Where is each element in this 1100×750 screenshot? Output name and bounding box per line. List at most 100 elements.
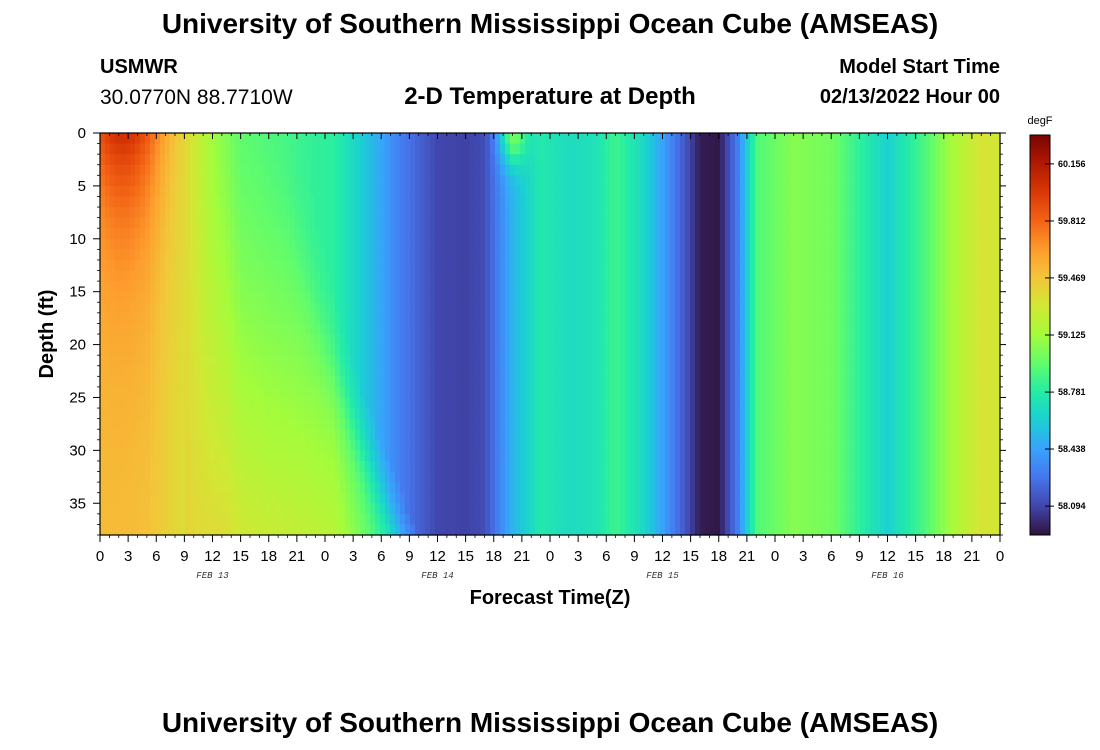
heatmap-cell	[205, 492, 211, 504]
heatmap-cell	[370, 524, 376, 536]
heatmap-cell	[155, 238, 161, 250]
heatmap-cell	[310, 482, 316, 494]
heatmap-cell	[330, 281, 336, 293]
heatmap-cell	[500, 439, 506, 451]
heatmap-cell	[250, 133, 256, 145]
heatmap-cell	[745, 185, 751, 198]
heatmap-cell	[685, 259, 691, 272]
heatmap-cell	[350, 196, 356, 208]
heatmap-cell	[620, 408, 626, 420]
heatmap-cell	[335, 207, 341, 219]
heatmap-cell	[395, 471, 401, 483]
heatmap-cell	[610, 196, 616, 208]
heatmap-cell	[650, 439, 656, 451]
heatmap-cell	[505, 249, 511, 261]
heatmap-cell	[425, 355, 431, 367]
heatmap-cell	[490, 323, 496, 335]
heatmap-cell	[195, 513, 201, 526]
heatmap-cell	[190, 418, 196, 430]
heatmap-cell	[525, 450, 531, 462]
heatmap-cell	[435, 471, 441, 483]
heatmap-cell	[295, 238, 301, 250]
heatmap-cell	[365, 503, 371, 515]
heatmap-cell	[345, 471, 351, 483]
heatmap-cell	[705, 334, 711, 346]
heatmap-cell	[590, 344, 596, 356]
heatmap-cell	[400, 503, 406, 515]
heatmap-cell	[275, 471, 281, 483]
heatmap-cell	[725, 164, 731, 176]
heatmap-cell	[125, 450, 131, 462]
heatmap-cell	[515, 270, 521, 282]
heatmap-cell	[525, 133, 531, 145]
heatmap-cell	[735, 344, 741, 356]
heatmap-cell	[440, 471, 446, 483]
heatmap-cell	[680, 291, 686, 303]
heatmap-cell	[185, 185, 191, 198]
heatmap-cell	[525, 471, 531, 483]
heatmap-cell	[350, 408, 356, 420]
heatmap-cell	[510, 164, 516, 176]
heatmap-cell	[455, 439, 461, 451]
heatmap-cell	[200, 207, 206, 219]
heatmap-cell	[590, 185, 596, 198]
heatmap-cell	[355, 397, 361, 409]
heatmap-cell	[690, 154, 696, 166]
heatmap-cell	[735, 302, 741, 314]
heatmap-cell	[335, 344, 341, 356]
heatmap-cell	[695, 217, 701, 229]
heatmap-cell	[245, 154, 251, 166]
heatmap-cell	[170, 154, 176, 166]
heatmap-cell	[445, 281, 451, 293]
heatmap-cell	[220, 376, 226, 388]
heatmap-cell	[585, 471, 591, 483]
heatmap-cell	[145, 228, 151, 240]
heatmap-cell	[610, 524, 616, 536]
heatmap-cell	[315, 429, 321, 441]
heatmap-cell	[560, 365, 566, 377]
heatmap-cell	[615, 429, 621, 441]
heatmap-cell	[450, 513, 456, 526]
heatmap-cell	[235, 323, 241, 335]
heatmap-cell	[210, 460, 216, 473]
heatmap-cell	[320, 143, 326, 155]
heatmap-cell	[390, 355, 396, 367]
heatmap-cell	[145, 143, 151, 155]
heatmap-cell	[290, 217, 296, 229]
heatmap-cell	[115, 418, 121, 430]
heatmap-cell	[370, 175, 376, 187]
heatmap-cell	[315, 492, 321, 504]
heatmap-cell	[305, 175, 311, 187]
heatmap-cell	[540, 291, 546, 303]
heatmap-cell	[680, 376, 686, 388]
heatmap-cell	[595, 143, 601, 155]
heatmap-cell	[435, 249, 441, 261]
heatmap-cell	[125, 344, 131, 356]
heatmap-cell	[160, 228, 166, 240]
heatmap-cell	[185, 376, 191, 388]
heatmap-cell	[590, 302, 596, 314]
heatmap-cell	[410, 439, 416, 451]
heatmap-cell	[485, 249, 491, 261]
heatmap-cell	[380, 439, 386, 451]
heatmap-cell	[475, 259, 481, 272]
heatmap-cell	[720, 429, 726, 441]
heatmap-cell	[500, 386, 506, 399]
heatmap-cell	[380, 397, 386, 409]
heatmap-cell	[215, 291, 221, 303]
heatmap-cell	[750, 154, 756, 166]
heatmap-cell	[650, 291, 656, 303]
heatmap-cell	[195, 386, 201, 399]
heatmap-cell	[465, 143, 471, 155]
heatmap-cell	[635, 408, 641, 420]
heatmap-cell	[395, 185, 401, 198]
heatmap-cell	[715, 312, 721, 325]
heatmap-cell	[745, 312, 751, 325]
heatmap-cell	[115, 175, 121, 187]
heatmap-cell	[220, 439, 226, 451]
heatmap-cell	[725, 334, 731, 346]
heatmap-cell	[545, 513, 551, 526]
heatmap-cell	[325, 249, 331, 261]
heatmap-cell	[620, 249, 626, 261]
heatmap-cell	[330, 386, 336, 399]
